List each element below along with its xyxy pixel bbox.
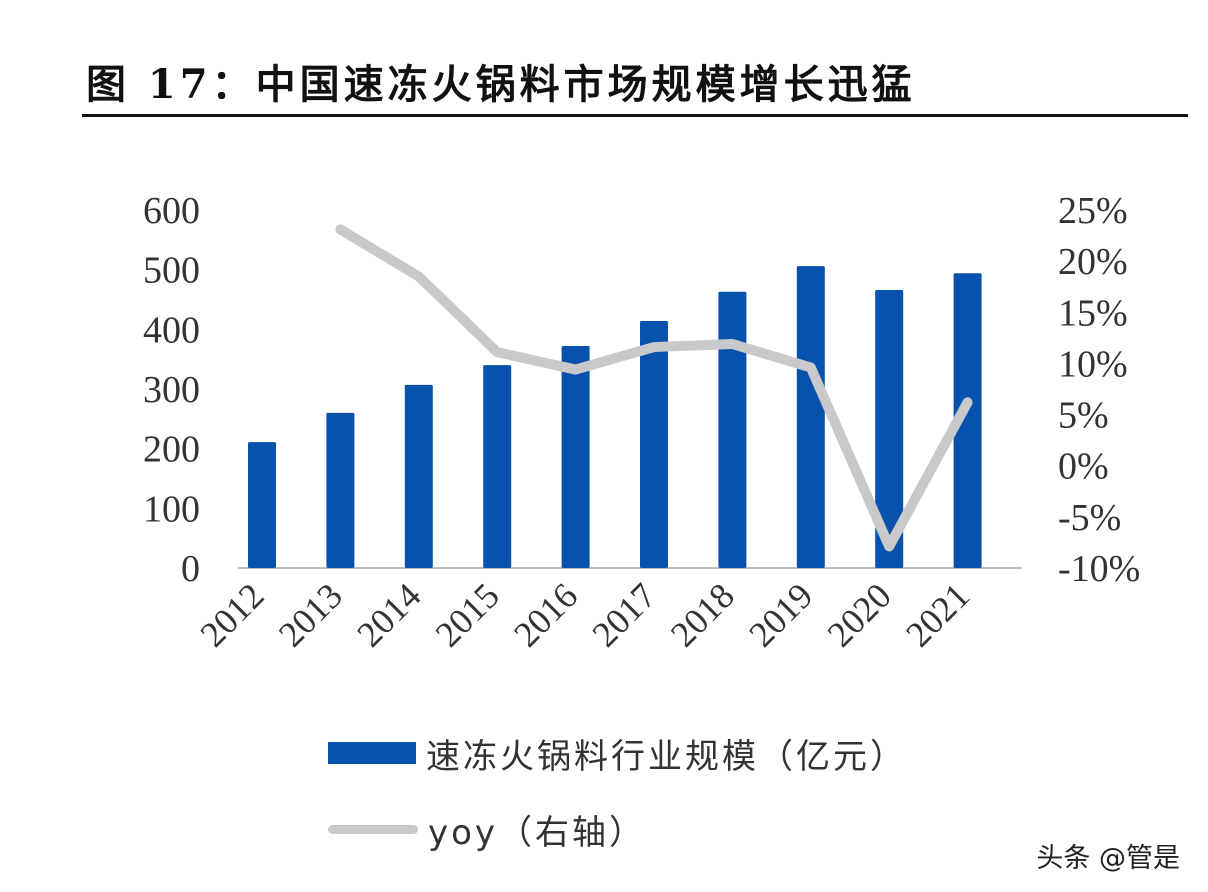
left-axis-tick-label: 400 [143, 309, 200, 351]
right-axis-tick-label: 10% [1058, 343, 1128, 385]
x-axis-tick-label: 2014 [349, 575, 428, 654]
right-axis-tick-label: -5% [1058, 497, 1121, 539]
right-axis-tick-label: -10% [1058, 548, 1140, 590]
watermark: 头条 @管是 [1036, 843, 1180, 874]
bar-2021 [953, 273, 982, 568]
bar-2016 [561, 346, 590, 568]
bar-2020 [875, 289, 904, 568]
bar-swatch-icon [328, 742, 416, 764]
x-axis-tick-label: 2018 [663, 575, 742, 654]
right-axis-ticks: -10% -5% 0% 5% 10% 15% 20% 25% [1058, 190, 1140, 590]
title-divider [82, 114, 1188, 117]
left-axis-tick-label: 200 [143, 429, 200, 471]
left-axis-tick-label: 100 [143, 488, 200, 530]
right-axis-tick-label: 0% [1058, 446, 1109, 488]
left-axis-tick-label: 300 [143, 369, 200, 411]
yoy-line-series [335, 224, 973, 552]
right-axis-tick-label: 5% [1058, 395, 1109, 437]
x-axis-ticks: 2012 2013 2014 2015 2016 2017 2018 2019 2020 2021 [192, 575, 977, 654]
bar-2012 [248, 442, 276, 568]
bar-2015 [483, 365, 512, 568]
right-axis-tick-label: 20% [1058, 241, 1128, 283]
right-axis-tick-label: 25% [1058, 190, 1128, 232]
legend-item-bar: 速冻火锅料行业规模（亿元） [328, 726, 907, 780]
bar-2017 [640, 320, 668, 568]
bar-2014 [404, 384, 433, 568]
legend-label-bar: 速冻火锅料行业规模（亿元） [426, 736, 907, 777]
line-swatch-icon [328, 824, 418, 834]
x-axis-tick-label: 2021 [898, 575, 977, 654]
left-axis-tick-label: 500 [143, 250, 200, 292]
bar-2013 [326, 412, 355, 568]
bar-series [248, 266, 982, 568]
legend-item-line: yoy（右轴） [328, 802, 907, 856]
x-axis-tick-label: 2015 [428, 575, 507, 654]
x-axis-tick-label: 2019 [741, 575, 820, 654]
x-axis-tick-label: 2017 [584, 575, 663, 654]
legend-label-line: yoy（右轴） [428, 812, 647, 853]
right-axis-tick-label: 15% [1058, 292, 1128, 334]
left-axis-tick-label: 600 [143, 190, 200, 232]
left-axis-ticks: 0 100 200 300 400 500 600 [143, 190, 200, 590]
x-axis-tick-label: 2012 [192, 575, 271, 654]
x-axis-tick-label: 2020 [820, 575, 899, 654]
bar-2018 [718, 291, 747, 568]
legend: 速冻火锅料行业规模（亿元） yoy（右轴） [328, 726, 907, 878]
figure-title: 图 17：中国速冻火锅料市场规模增长迅猛 [86, 61, 916, 108]
x-axis-tick-label: 2013 [271, 575, 350, 654]
bar-2019 [796, 266, 825, 568]
x-axis-tick-label: 2016 [506, 575, 585, 654]
left-axis-tick-label: 0 [181, 548, 200, 590]
